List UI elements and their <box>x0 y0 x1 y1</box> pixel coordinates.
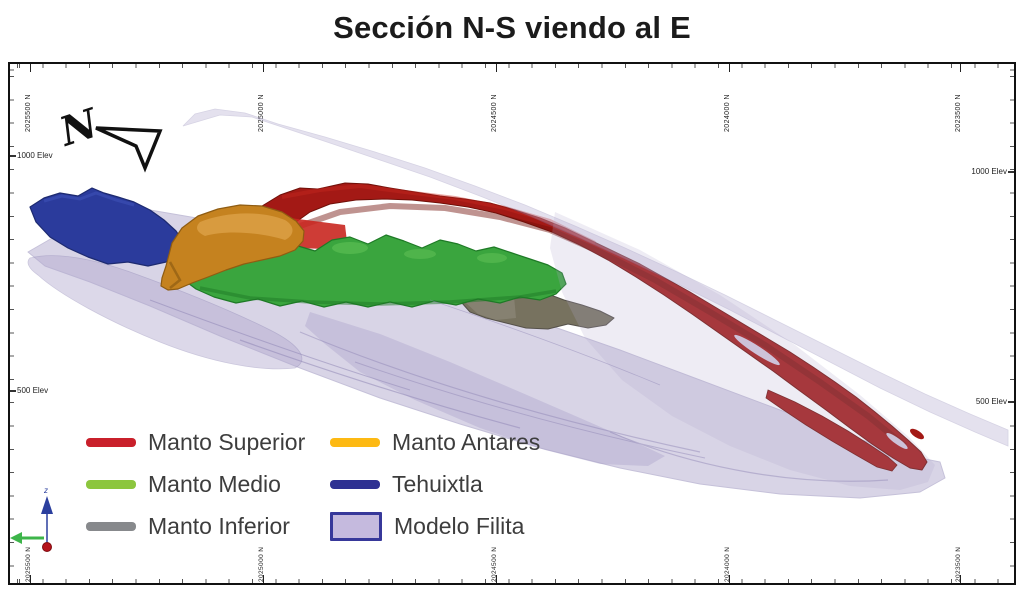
northing-label-top: 2023500 N <box>955 94 962 132</box>
northing-label-bottom: 2025500 N <box>25 546 32 582</box>
manto-inferior-swatch <box>86 521 136 531</box>
axis-major-tick <box>263 64 264 72</box>
legend-label: Manto Inferior <box>148 512 290 539</box>
figure-title: Sección N-S viendo al E <box>333 10 691 45</box>
modelo-filita-swatch <box>330 511 382 541</box>
manto-antares-swatch <box>330 437 380 447</box>
northing-label-top: 2024000 N <box>724 94 731 132</box>
axis-major-tick <box>496 575 497 583</box>
legend-label: Tehuixtla <box>392 470 483 497</box>
elev-label-right: 500 Elev <box>975 397 1007 406</box>
axis-major-tick <box>729 575 730 583</box>
northing-label-bottom: 2024000 N <box>724 546 731 582</box>
elev-tick <box>10 390 16 392</box>
elev-tick <box>1008 171 1014 173</box>
axis-minor-ticks-top <box>10 64 1014 68</box>
elev-tick <box>1008 401 1014 403</box>
axis-minor-ticks-left <box>10 64 14 583</box>
legend-column-1: Manto Superior Manto Medio Manto Inferio… <box>86 428 305 554</box>
axis-major-tick <box>30 64 31 72</box>
axis-major-tick <box>263 575 264 583</box>
axis-major-tick <box>960 575 961 583</box>
legend-label: Manto Antares <box>392 428 541 455</box>
elev-label-left: 1000 Elev <box>17 151 53 160</box>
axis-major-tick <box>496 64 497 72</box>
tehuixtla-swatch <box>330 479 380 489</box>
northing-label-bottom: 2023500 N <box>955 546 962 582</box>
elev-label-left: 500 Elev <box>17 386 49 395</box>
axis-minor-ticks-right <box>1010 64 1014 583</box>
legend-label: Manto Superior <box>148 428 306 455</box>
legend-column-2: Manto Antares Tehuixtla Modelo Filita <box>330 428 540 554</box>
axis-minor-ticks-bottom <box>10 579 1014 583</box>
elev-label-right: 1000 Elev <box>971 167 1007 176</box>
legend-item-manto-medio: Manto Medio <box>86 470 305 498</box>
northing-label-top: 2025500 N <box>25 94 32 132</box>
manto-medio-swatch <box>86 479 136 489</box>
legend-item-manto-antares: Manto Antares <box>330 428 540 456</box>
legend-label: Modelo Filita <box>394 512 525 539</box>
legend-item-modelo-filita: Modelo Filita <box>330 511 540 541</box>
northing-label-top: 2024500 N <box>491 94 498 132</box>
axis-major-tick <box>960 64 961 72</box>
legend-label: Manto Medio <box>148 470 281 497</box>
legend-item-manto-inferior: Manto Inferior <box>86 512 305 540</box>
axis-major-tick <box>729 64 730 72</box>
axis-major-tick <box>30 575 31 583</box>
northing-label-top: 2025000 N <box>258 94 265 132</box>
manto-superior-swatch <box>86 437 136 447</box>
legend-item-tehuixtla: Tehuixtla <box>330 470 540 498</box>
legend-item-manto-superior: Manto Superior <box>86 428 305 456</box>
elev-tick <box>10 155 16 157</box>
